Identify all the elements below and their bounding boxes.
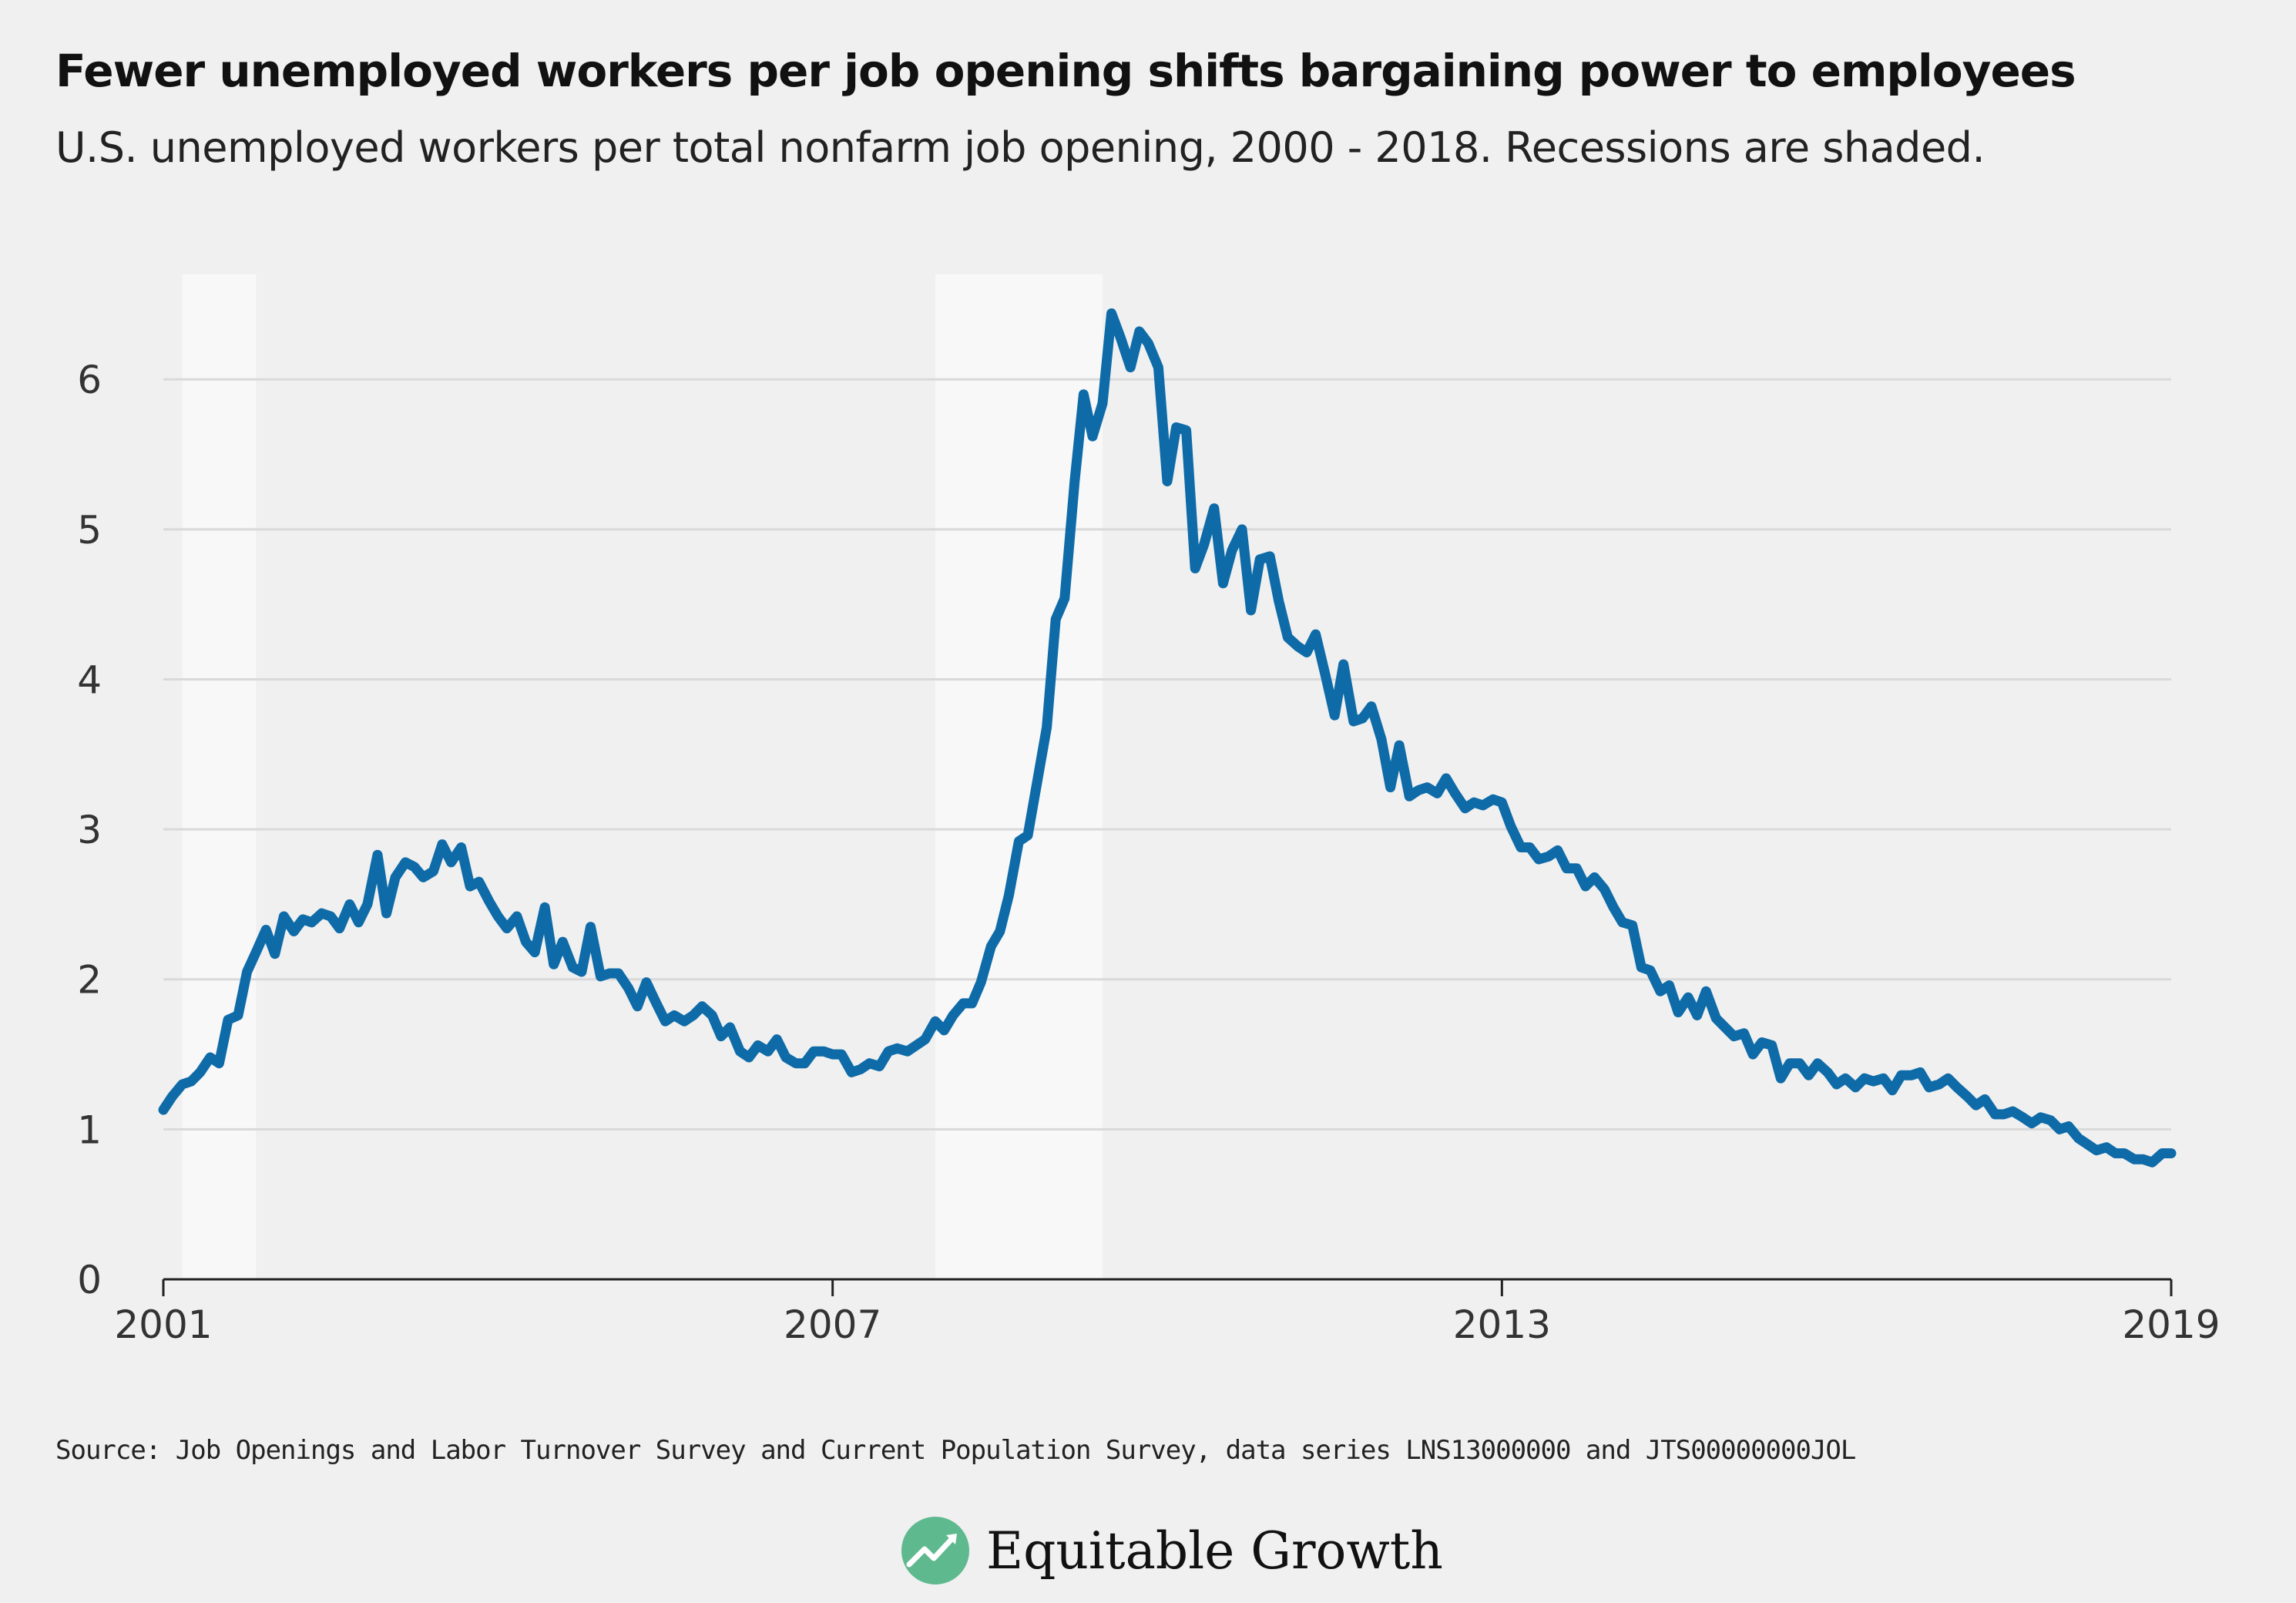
x-tick-label: 2001 (114, 1302, 212, 1347)
series-line-1 (158, 308, 2177, 1168)
x-tick-label: 2007 (784, 1302, 881, 1347)
source-note: Source: Job Openings and Labor Turnover … (55, 1435, 1856, 1466)
equitable-growth-logo-icon (901, 1517, 969, 1585)
x-tick-label: 2013 (1453, 1302, 1551, 1347)
y-tick-label: 2 (77, 958, 102, 1003)
y-tick-label: 3 (77, 808, 102, 852)
y-tick-label: 4 (77, 657, 102, 702)
y-tick-label: 0 (77, 1258, 102, 1302)
y-tick-label: 6 (77, 358, 102, 402)
brand-name: Equitable Growth (986, 1521, 1443, 1581)
series-layer (158, 308, 2177, 1168)
y-axis-tick-labels: 0 1 2 3 4 5 6 (77, 358, 102, 1302)
y-tick-label: 5 (77, 508, 102, 553)
brand-lockup: Equitable Growth (900, 1512, 1443, 1589)
chart-title: Fewer unemployed workers per job opening… (55, 45, 2076, 97)
gridlines (163, 378, 2171, 1131)
x-tick-label: 2019 (2122, 1302, 2220, 1347)
x-axis: 2001 2007 2013 2019 (114, 1278, 2220, 1347)
recession-band-1 (182, 274, 257, 1279)
y-tick-label: 1 (77, 1107, 102, 1152)
chart-subtitle: U.S. unemployed workers per total nonfar… (55, 123, 1986, 172)
